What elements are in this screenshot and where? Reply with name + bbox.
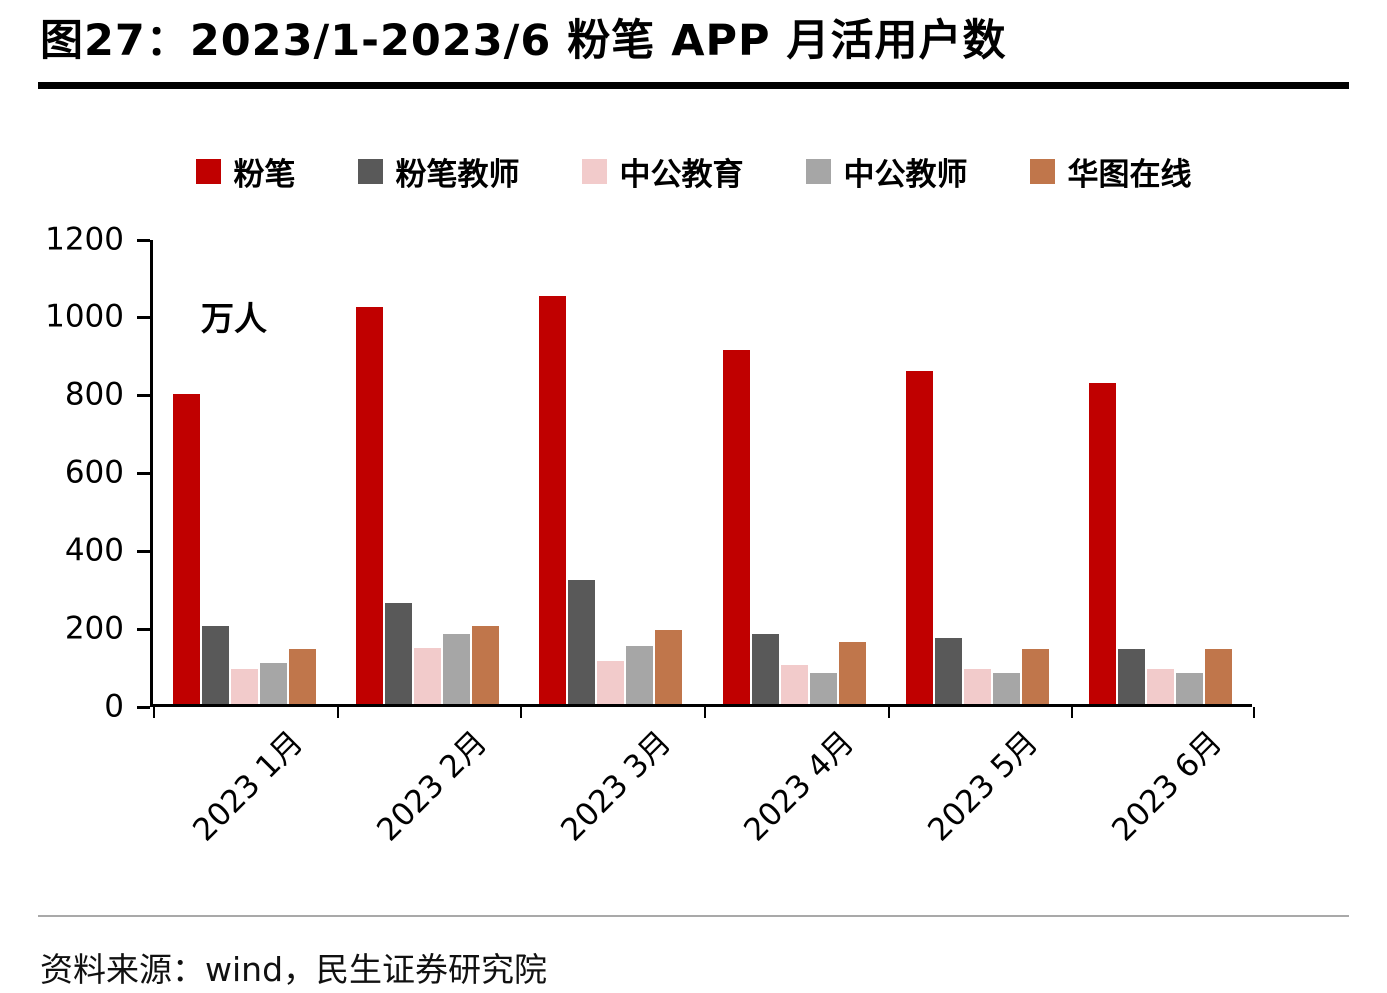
footer-divider xyxy=(38,914,1349,917)
legend-item-zhonggong-teacher: 中公教师 xyxy=(805,149,968,194)
bar-zhonggong-teacher-month4 xyxy=(809,672,837,704)
x-axis-label-4: 2023 4月 xyxy=(737,723,862,848)
legend-swatch-zhonggong-teacher xyxy=(805,158,831,184)
plot-area: 万人 xyxy=(150,239,1255,718)
bar-huatu-online-month2 xyxy=(472,626,500,704)
bar-group-4 xyxy=(703,240,886,704)
source-text: 资料来源：wind，民生证券研究院 xyxy=(40,949,548,989)
bar-zhonggong-teacher-month1 xyxy=(260,663,288,704)
bar-zhonggong-education-month3 xyxy=(597,661,625,704)
title-underline xyxy=(38,81,1349,89)
legend-item-zhonggong-education: 中公教育 xyxy=(581,149,744,194)
bar-group-6 xyxy=(1069,240,1252,704)
bar-fenbi-month2 xyxy=(356,307,384,704)
figure-title: 图27：2023/1-2023/6 粉笔 APP 月活用户数 xyxy=(40,16,1007,66)
x-axis-label-5: 2023 5月 xyxy=(921,723,1046,848)
chart-legend: 粉笔 粉笔教师 中公教育 中公教师 华图在线 xyxy=(0,149,1387,194)
bar-fenbi-month6 xyxy=(1088,382,1116,704)
bar-fenbi-month1 xyxy=(173,394,201,704)
x-axis-label-1: 2023 1月 xyxy=(186,723,311,848)
y-axis-tickmark-400 xyxy=(137,549,150,553)
x-axis-labels: 2023 1月 2023 2月 2023 3月 2023 4月 2023 5月 2023 … xyxy=(150,707,1252,905)
bar-zhonggong-teacher-month3 xyxy=(626,645,654,704)
legend-item-fenbi: 粉笔 xyxy=(195,149,296,194)
x-axis-label-6: 2023 6月 xyxy=(1104,723,1229,848)
y-axis-tick-600: 600 xyxy=(64,454,124,491)
bar-huatu-online-month4 xyxy=(838,641,866,704)
bar-zhonggong-education-month6 xyxy=(1146,668,1174,704)
x-axis-tickmark-1 xyxy=(336,706,339,718)
bar-zhonggong-education-month4 xyxy=(780,664,808,704)
y-axis-tick-200: 200 xyxy=(64,610,124,647)
bar-zhonggong-education-month5 xyxy=(963,668,991,704)
bar-huatu-online-month3 xyxy=(655,630,683,704)
bar-fenbi-teacher-month1 xyxy=(202,626,230,704)
legend-label-fenbi: 粉笔 xyxy=(233,156,296,193)
bar-zhonggong-teacher-month5 xyxy=(992,672,1020,704)
y-axis-tickmark-600 xyxy=(137,472,150,476)
x-axis-tickmark-4 xyxy=(887,706,890,718)
legend-swatch-zhonggong-education xyxy=(581,158,607,184)
legend-item-huatu-online: 华图在线 xyxy=(1029,149,1192,194)
bar-fenbi-month3 xyxy=(539,295,567,704)
y-axis-tick-1000: 1000 xyxy=(45,298,124,335)
legend-swatch-fenbi xyxy=(195,158,221,184)
bar-group-2 xyxy=(336,240,519,704)
bar-group-3 xyxy=(519,240,702,704)
bar-zhonggong-teacher-month6 xyxy=(1175,672,1203,704)
x-axis-tickmark-5 xyxy=(1071,706,1074,718)
bar-chart: 0 200 400 600 800 1000 1200 万人 xyxy=(0,224,1387,722)
y-axis-tickmark-800 xyxy=(137,394,150,398)
bar-fenbi-teacher-month6 xyxy=(1117,649,1145,704)
bar-huatu-online-month6 xyxy=(1204,649,1232,704)
legend-swatch-fenbi-teacher xyxy=(357,158,383,184)
y-axis-tick-1200: 1200 xyxy=(45,221,124,258)
bar-zhonggong-education-month2 xyxy=(414,647,442,704)
x-axis-tickmark-0 xyxy=(153,706,155,718)
legend-item-fenbi-teacher: 粉笔教师 xyxy=(357,149,520,194)
bar-group-5 xyxy=(886,240,1069,704)
y-axis-tick-800: 800 xyxy=(64,376,124,413)
x-axis-label-2: 2023 2月 xyxy=(370,723,495,848)
y-axis-tick-0: 0 xyxy=(104,688,124,725)
x-axis-tickmark-6 xyxy=(1253,706,1255,718)
bar-zhonggong-teacher-month2 xyxy=(443,634,471,704)
y-axis-tick-400: 400 xyxy=(64,532,124,569)
x-axis-tickmark-2 xyxy=(520,706,523,718)
y-axis-tickmark-200 xyxy=(137,627,150,631)
bar-fenbi-teacher-month5 xyxy=(934,637,962,704)
legend-label-zhonggong-education: 中公教育 xyxy=(619,156,744,193)
bar-groups xyxy=(153,240,1252,704)
y-axis-tickmark-1000 xyxy=(137,316,150,320)
bar-fenbi-teacher-month3 xyxy=(568,579,596,704)
legend-swatch-huatu-online xyxy=(1029,158,1055,184)
bar-fenbi-teacher-month2 xyxy=(385,603,413,704)
y-axis-tickmark-1200 xyxy=(137,238,150,242)
bar-fenbi-month5 xyxy=(905,371,933,704)
bar-huatu-online-month1 xyxy=(289,649,317,704)
bar-fenbi-month4 xyxy=(722,349,750,704)
x-axis-label-3: 2023 3月 xyxy=(553,723,678,848)
x-axis-tickmark-3 xyxy=(704,706,706,718)
y-axis-tickmark-0 xyxy=(137,705,150,709)
bar-fenbi-teacher-month4 xyxy=(751,634,779,704)
legend-label-huatu-online: 华图在线 xyxy=(1067,156,1192,193)
legend-label-zhonggong-teacher: 中公教师 xyxy=(843,156,968,193)
bar-group-1 xyxy=(153,240,336,704)
legend-label-fenbi-teacher: 粉笔教师 xyxy=(395,156,520,193)
bar-zhonggong-education-month1 xyxy=(231,668,259,704)
bar-huatu-online-month5 xyxy=(1021,649,1049,704)
y-axis: 0 200 400 600 800 1000 1200 xyxy=(0,224,150,722)
y-axis-unit-label: 万人 xyxy=(201,298,267,338)
